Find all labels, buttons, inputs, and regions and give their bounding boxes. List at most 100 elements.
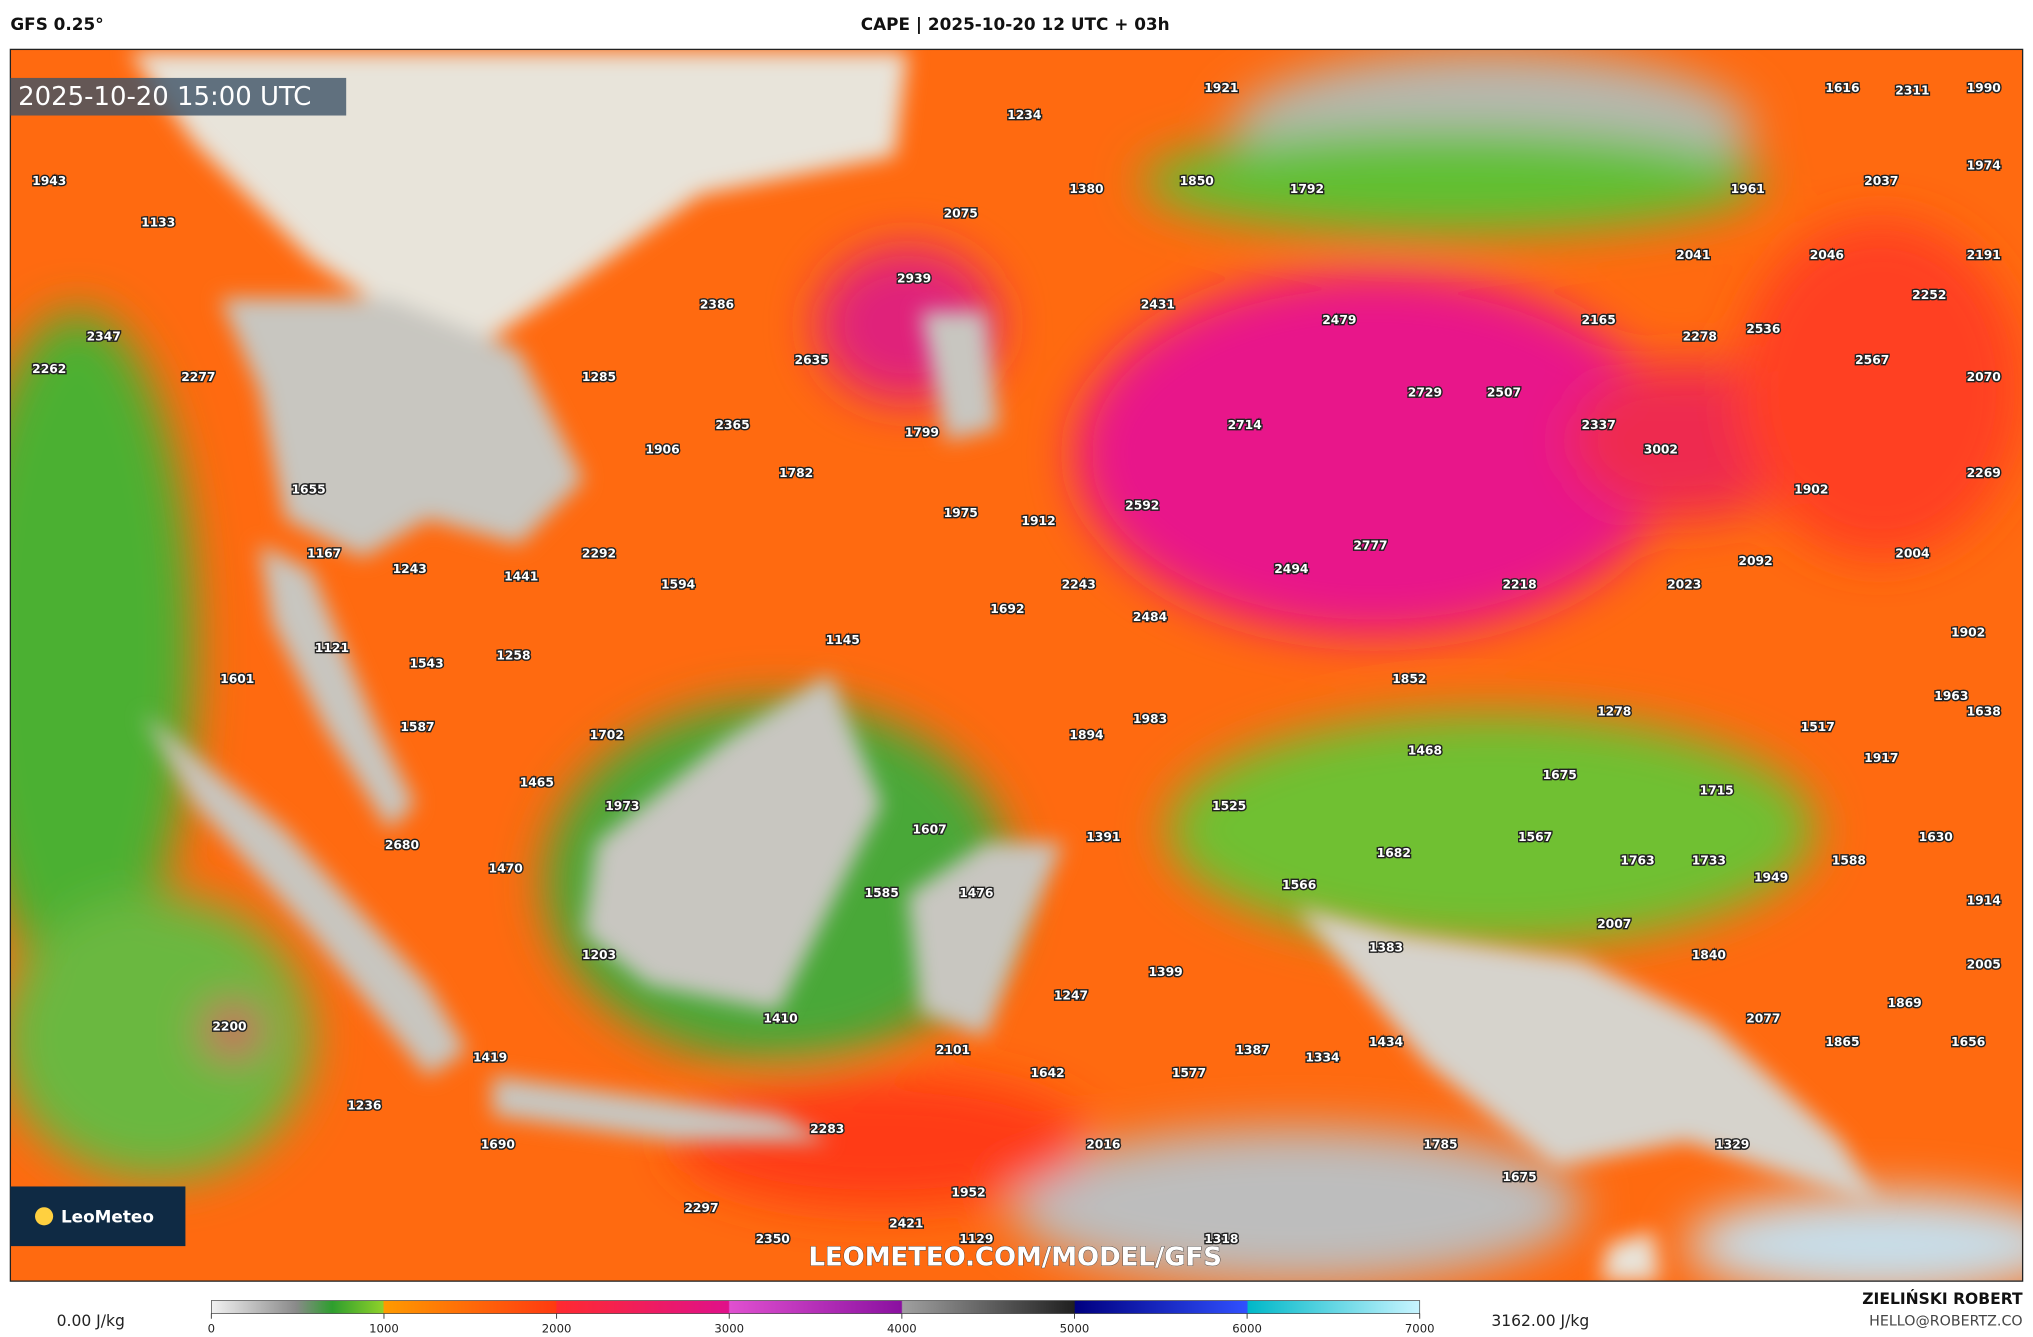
cape-label: 1906 xyxy=(645,443,679,457)
map-title: CAPE | 2025-10-20 12 UTC + 03h xyxy=(861,14,1170,34)
cape-label: 1476 xyxy=(959,886,993,900)
cape-label: 1594 xyxy=(661,577,695,591)
cape-label: 1690 xyxy=(481,1137,515,1151)
cape-label: 1990 xyxy=(1967,81,2001,95)
cape-label: 2070 xyxy=(1967,370,2001,384)
cape-label: 1410 xyxy=(763,1012,797,1026)
watermark: LEOMETEO.COM/MODEL/GFS xyxy=(808,1242,1221,1272)
cape-label: 1869 xyxy=(1888,996,1922,1010)
cape-label: 1782 xyxy=(779,466,813,480)
cape-label: 1642 xyxy=(1031,1066,1065,1080)
cape-label: 1399 xyxy=(1148,965,1182,979)
cape-label: 2269 xyxy=(1967,466,2001,480)
cape-label: 1616 xyxy=(1825,81,1859,95)
cape-label: 2494 xyxy=(1274,562,1308,576)
cape-label: 1682 xyxy=(1377,846,1411,860)
cape-label: 1525 xyxy=(1212,799,1246,813)
timestamp-box xyxy=(10,77,347,116)
cape-label: 1850 xyxy=(1180,174,1214,188)
cape-label: 1785 xyxy=(1423,1137,1457,1151)
cape-label: 1285 xyxy=(582,370,616,384)
cape-label: 1236 xyxy=(347,1099,381,1113)
cape-label: 2252 xyxy=(1912,288,1946,302)
cape-label: 2680 xyxy=(385,838,419,852)
cape-label: 2297 xyxy=(684,1201,718,1215)
cape-label: 2191 xyxy=(1967,248,2001,262)
cape-label: 1243 xyxy=(393,562,427,576)
min-label: 0.00 J/kg xyxy=(57,1312,125,1330)
cape-label: 2431 xyxy=(1141,297,1175,311)
cape-label: 2037 xyxy=(1864,174,1898,188)
cape-label: 1278 xyxy=(1597,704,1631,718)
cape-label: 2421 xyxy=(889,1217,923,1231)
cape-label: 2592 xyxy=(1125,498,1159,512)
cape-label: 1902 xyxy=(1794,483,1828,497)
cape-label: 1675 xyxy=(1543,768,1577,782)
cape-label: 1655 xyxy=(291,483,325,497)
cape-label: 1419 xyxy=(473,1051,507,1065)
cape-label: 2004 xyxy=(1895,546,1929,560)
cape-label: 2243 xyxy=(1062,577,1096,591)
cape-label: 1792 xyxy=(1290,182,1324,196)
cape-label: 1567 xyxy=(1518,830,1552,844)
cape-label: 1702 xyxy=(590,728,624,742)
cape-label: 1975 xyxy=(944,506,978,520)
cape-label: 1963 xyxy=(1934,689,1968,703)
cape-label: 2165 xyxy=(1582,313,1616,327)
cape-label: 2365 xyxy=(715,418,749,432)
cape-label: 1383 xyxy=(1369,940,1403,954)
cape-label: 1914 xyxy=(1967,894,2001,908)
cape-label: 1470 xyxy=(489,861,523,875)
cape-label: 1630 xyxy=(1919,830,1953,844)
map-field xyxy=(10,49,2023,1282)
logo-text: LeoMeteo xyxy=(61,1207,154,1227)
cape-label: 2101 xyxy=(936,1043,970,1057)
cape-label: 2262 xyxy=(32,362,66,376)
colorbar xyxy=(211,1300,1421,1314)
cape-label: 1145 xyxy=(826,633,860,647)
cape-label: 1943 xyxy=(32,174,66,188)
colorbar-ticks: 0 1000 2000 3000 4000 5000 6000 7000 xyxy=(208,1313,1435,1336)
cape-label: 1441 xyxy=(504,570,538,584)
colorbar-tick-label: 5000 xyxy=(1060,1322,1090,1336)
cape-label: 1983 xyxy=(1133,712,1167,726)
cape-label: 1733 xyxy=(1692,854,1726,868)
cape-label: 1902 xyxy=(1951,625,1985,639)
colorbar-tick-label: 1000 xyxy=(369,1322,399,1336)
cape-label: 2714 xyxy=(1228,418,1262,432)
timestamp: 2025-10-20 15:00 UTC xyxy=(18,82,311,112)
colorbar-tick-label: 0 xyxy=(208,1322,215,1336)
cape-label: 1656 xyxy=(1951,1035,1985,1049)
logo-sun xyxy=(35,1207,54,1226)
cape-label: 2278 xyxy=(1683,330,1717,344)
cape-label: 2041 xyxy=(1676,248,1710,262)
cape-label: 1577 xyxy=(1172,1066,1206,1080)
cape-label: 1391 xyxy=(1086,830,1120,844)
cape-label: 1961 xyxy=(1731,182,1765,196)
cape-label: 1638 xyxy=(1967,704,2001,718)
cape-label: 1715 xyxy=(1700,784,1734,798)
cape-label: 2075 xyxy=(944,207,978,221)
cape-label: 2939 xyxy=(897,271,931,285)
cape-label: 1852 xyxy=(1392,672,1426,686)
cape-label: 1607 xyxy=(913,822,947,836)
cape-label: 1329 xyxy=(1715,1137,1749,1151)
cape-label: 2277 xyxy=(181,370,215,384)
cape-label: 2218 xyxy=(1502,577,1536,591)
cape-label: 1974 xyxy=(1967,159,2001,173)
cape-label: 1588 xyxy=(1832,854,1866,868)
cape-label: 2005 xyxy=(1967,957,2001,971)
colorbar-tick-label: 2000 xyxy=(542,1322,572,1336)
cape-label: 2777 xyxy=(1353,538,1387,552)
cape-label: 1917 xyxy=(1864,751,1898,765)
cape-label: 2016 xyxy=(1086,1137,1120,1151)
cape-label: 1517 xyxy=(1801,720,1835,734)
cape-label: 2536 xyxy=(1746,322,1780,336)
cape-label: 1675 xyxy=(1502,1170,1536,1184)
author: ZIELIŃSKI ROBERT xyxy=(1862,1289,2023,1308)
cape-label: 1203 xyxy=(582,948,616,962)
cape-label: 2311 xyxy=(1895,83,1929,97)
cape-label: 1601 xyxy=(220,672,254,686)
